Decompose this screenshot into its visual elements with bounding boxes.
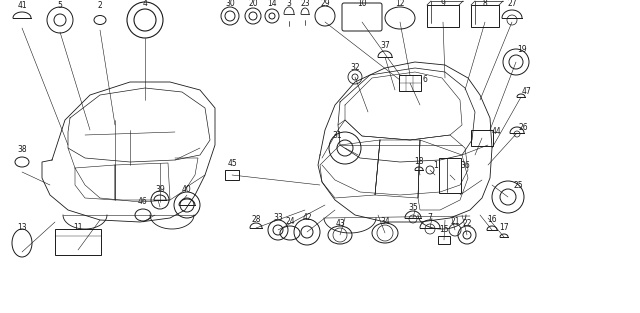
Text: 9: 9 (440, 0, 445, 8)
Text: 26: 26 (518, 122, 528, 131)
Text: 45: 45 (227, 158, 237, 167)
Text: 44: 44 (491, 127, 501, 136)
Text: 13: 13 (17, 223, 27, 233)
Text: 28: 28 (252, 215, 260, 224)
Text: 2: 2 (98, 2, 102, 11)
Text: 10: 10 (357, 0, 367, 8)
Text: 42: 42 (302, 213, 312, 223)
Text: 37: 37 (380, 42, 390, 50)
Text: 19: 19 (517, 45, 527, 54)
Text: 33: 33 (273, 213, 283, 223)
Text: 35: 35 (408, 203, 418, 213)
Text: 46: 46 (138, 198, 148, 207)
Text: 36: 36 (460, 161, 470, 170)
Text: 11: 11 (73, 223, 83, 232)
Text: 15: 15 (439, 225, 449, 234)
Text: 21: 21 (451, 217, 460, 225)
Text: 23: 23 (300, 0, 310, 8)
Text: 17: 17 (499, 223, 509, 233)
Text: 43: 43 (335, 218, 345, 228)
Text: 12: 12 (396, 0, 404, 8)
Text: 14: 14 (267, 0, 277, 8)
Text: 40: 40 (182, 186, 192, 194)
Bar (471, 130, 493, 146)
Bar (55, 229, 101, 255)
Text: 27: 27 (507, 0, 517, 8)
Text: 6: 6 (422, 75, 428, 85)
Text: 5: 5 (58, 1, 63, 9)
Bar (399, 75, 421, 91)
Text: 34: 34 (380, 217, 390, 225)
Text: 1: 1 (434, 162, 438, 171)
Text: 31: 31 (332, 131, 342, 140)
Text: 30: 30 (225, 0, 235, 8)
Text: 3: 3 (287, 0, 291, 8)
Text: 41: 41 (17, 2, 27, 11)
Text: 22: 22 (462, 219, 472, 228)
Text: 25: 25 (513, 181, 523, 189)
Text: 20: 20 (248, 0, 258, 8)
Text: 16: 16 (487, 215, 497, 224)
Text: 32: 32 (350, 63, 360, 71)
Text: 38: 38 (17, 146, 27, 155)
Text: 4: 4 (143, 0, 147, 8)
Text: 7: 7 (428, 213, 433, 223)
Text: 29: 29 (320, 0, 330, 8)
Bar (427, 5, 459, 27)
Text: 39: 39 (155, 184, 165, 193)
Bar (471, 5, 499, 27)
Bar (438, 236, 450, 244)
Text: 8: 8 (483, 0, 488, 8)
Text: 24: 24 (285, 218, 295, 227)
Text: 18: 18 (414, 157, 424, 167)
Bar (225, 170, 239, 180)
Text: 47: 47 (521, 88, 531, 96)
Bar (439, 157, 461, 192)
